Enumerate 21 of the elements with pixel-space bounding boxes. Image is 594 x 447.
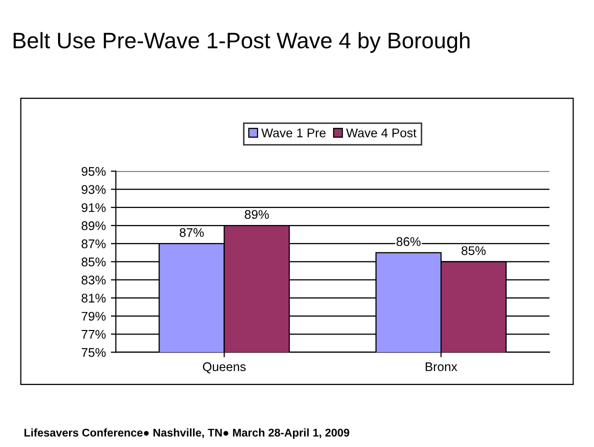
y-tick-label: 79% bbox=[82, 312, 106, 321]
chart-title: Belt Use Pre-Wave 1-Post Wave 4 by Borough bbox=[14, 32, 470, 53]
x-tick-label: Queens bbox=[202, 362, 246, 374]
y-tick-label: 89% bbox=[82, 221, 106, 230]
data-label: 87% bbox=[180, 228, 204, 237]
y-tick-label: 85% bbox=[82, 258, 106, 266]
y-tick-label: 75% bbox=[82, 348, 106, 357]
x-tick-label: Bronx bbox=[426, 362, 458, 372]
y-tick-label: 95% bbox=[82, 167, 106, 176]
legend-label: Wave 1 Pre bbox=[261, 128, 326, 138]
text: Lifesavers Conference● Nashville, TN● March 28-April 1, 2009 bbox=[24, 428, 350, 439]
y-tick-label: 91% bbox=[82, 203, 106, 212]
legend-label: Wave 4 Post bbox=[346, 128, 416, 138]
y-tick-label: 81% bbox=[82, 294, 106, 303]
y-tick-label: 77% bbox=[82, 330, 106, 339]
data-label: 86% bbox=[396, 237, 421, 246]
y-tick-label: 83% bbox=[82, 276, 106, 284]
data-label: 89% bbox=[244, 210, 269, 219]
data-label: 85% bbox=[462, 246, 486, 256]
y-tick-label: 93% bbox=[82, 185, 106, 194]
y-tick-label: 87% bbox=[82, 239, 106, 248]
